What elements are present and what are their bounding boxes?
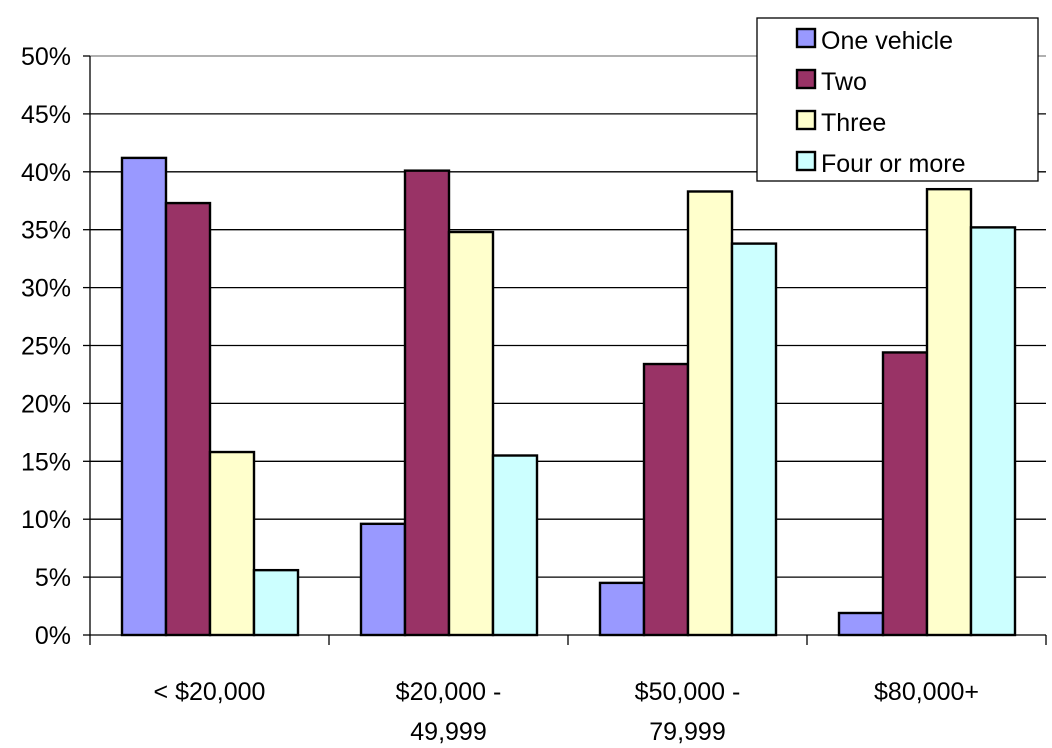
- y-tick-label: 5%: [35, 564, 71, 592]
- legend-label: Three: [821, 109, 886, 137]
- y-tick-label: 20%: [21, 390, 71, 418]
- legend: One vehicle Two Three Four or more: [756, 17, 1039, 182]
- bar-three-3: [925, 187, 973, 637]
- y-tick-label: 15%: [21, 448, 71, 476]
- legend-swatch: [795, 150, 817, 172]
- bar-two-3: [881, 351, 929, 637]
- legend-swatch: [795, 109, 817, 131]
- y-tick-label: 50%: [21, 43, 71, 71]
- bar-one-vehicle-1: [359, 522, 407, 637]
- y-tick-label: 40%: [21, 159, 71, 187]
- bar-three-0: [208, 450, 256, 637]
- bar-one-vehicle-0: [120, 156, 168, 637]
- x-axis-category-labels: < $20,000 $20,000 -49,999 $50,000 -79,999 $…: [154, 678, 979, 746]
- bar-four-or-more-2: [730, 242, 778, 637]
- y-tick-label: 0%: [35, 622, 71, 650]
- x-category-label: $50,000 -79,999: [635, 678, 741, 746]
- legend-label: One vehicle: [821, 27, 953, 55]
- y-tick-label: 30%: [21, 275, 71, 303]
- legend-swatch: [795, 27, 817, 49]
- axes: [83, 55, 1047, 645]
- y-tick-label: 25%: [21, 333, 71, 361]
- legend-label: Two: [821, 68, 867, 96]
- bar-four-or-more-0: [252, 568, 300, 637]
- x-category-label: $80,000+: [874, 678, 979, 706]
- bar-four-or-more-3: [969, 226, 1017, 637]
- legend-label: Four or more: [821, 150, 965, 178]
- y-tick-label: 35%: [21, 217, 71, 245]
- y-axis-tick-labels: 0% 5% 10% 15% 20% 25% 30% 35% 40% 45% 50%: [21, 43, 71, 650]
- bar-three-1: [447, 230, 495, 637]
- x-category-label: $20,000 -49,999: [396, 678, 502, 746]
- bar-one-vehicle-3: [837, 611, 885, 637]
- y-tick-label: 10%: [21, 506, 71, 534]
- bar-four-or-more-1: [491, 454, 539, 637]
- bar-two-1: [403, 169, 451, 637]
- x-category-label: < $20,000: [154, 678, 266, 706]
- y-tick-label: 45%: [21, 101, 71, 129]
- bar-two-2: [642, 362, 690, 637]
- bar-one-vehicle-2: [598, 581, 646, 637]
- legend-swatch: [795, 68, 817, 90]
- bar-three-2: [686, 190, 734, 637]
- bar-two-0: [164, 201, 212, 637]
